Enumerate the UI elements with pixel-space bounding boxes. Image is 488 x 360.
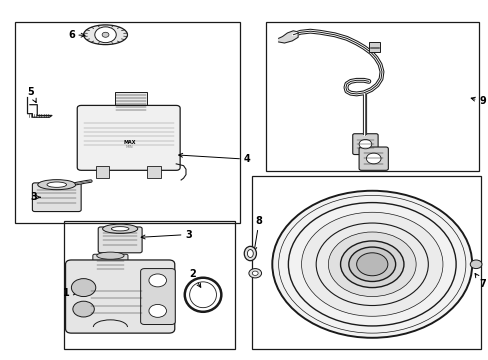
Circle shape: [149, 274, 166, 287]
Polygon shape: [278, 31, 298, 43]
Circle shape: [352, 250, 391, 279]
Circle shape: [469, 260, 481, 269]
Text: 9: 9: [470, 96, 485, 106]
Circle shape: [248, 269, 261, 278]
Ellipse shape: [97, 252, 124, 259]
FancyBboxPatch shape: [98, 227, 142, 253]
Bar: [147, 166, 160, 178]
Bar: [266, 22, 478, 171]
Circle shape: [149, 305, 166, 318]
FancyBboxPatch shape: [352, 134, 377, 154]
Text: 1: 1: [63, 288, 77, 298]
Circle shape: [301, 212, 442, 316]
Bar: [251, 176, 480, 348]
Bar: [368, 41, 379, 51]
FancyBboxPatch shape: [358, 147, 387, 170]
Text: 3: 3: [30, 192, 40, 202]
Text: MIN: MIN: [126, 145, 133, 149]
FancyBboxPatch shape: [65, 260, 174, 333]
Ellipse shape: [247, 249, 253, 257]
Ellipse shape: [102, 224, 138, 233]
Circle shape: [71, 279, 96, 297]
FancyBboxPatch shape: [77, 105, 180, 170]
Circle shape: [73, 301, 94, 317]
Text: 6: 6: [68, 30, 85, 40]
Circle shape: [95, 27, 116, 42]
Circle shape: [366, 153, 380, 164]
Bar: [96, 166, 109, 178]
Circle shape: [348, 247, 395, 282]
Circle shape: [356, 253, 387, 276]
Bar: [115, 92, 147, 112]
Circle shape: [272, 191, 471, 338]
FancyBboxPatch shape: [32, 183, 81, 212]
Ellipse shape: [111, 226, 129, 231]
Text: 7: 7: [474, 274, 485, 289]
Text: MAX: MAX: [123, 140, 136, 145]
Bar: [64, 221, 234, 348]
Text: 5: 5: [27, 87, 36, 103]
Circle shape: [358, 139, 371, 149]
Ellipse shape: [38, 180, 76, 190]
Ellipse shape: [244, 246, 256, 261]
Text: 2: 2: [188, 269, 201, 287]
Text: 4: 4: [178, 153, 250, 164]
FancyBboxPatch shape: [141, 269, 175, 324]
Circle shape: [340, 241, 403, 288]
Circle shape: [328, 232, 415, 297]
Ellipse shape: [47, 182, 66, 187]
FancyBboxPatch shape: [93, 254, 128, 276]
Ellipse shape: [83, 25, 127, 45]
Circle shape: [252, 271, 258, 275]
Circle shape: [102, 32, 109, 37]
Text: 3: 3: [141, 230, 191, 239]
Text: 8: 8: [252, 216, 262, 251]
Bar: [15, 22, 239, 223]
